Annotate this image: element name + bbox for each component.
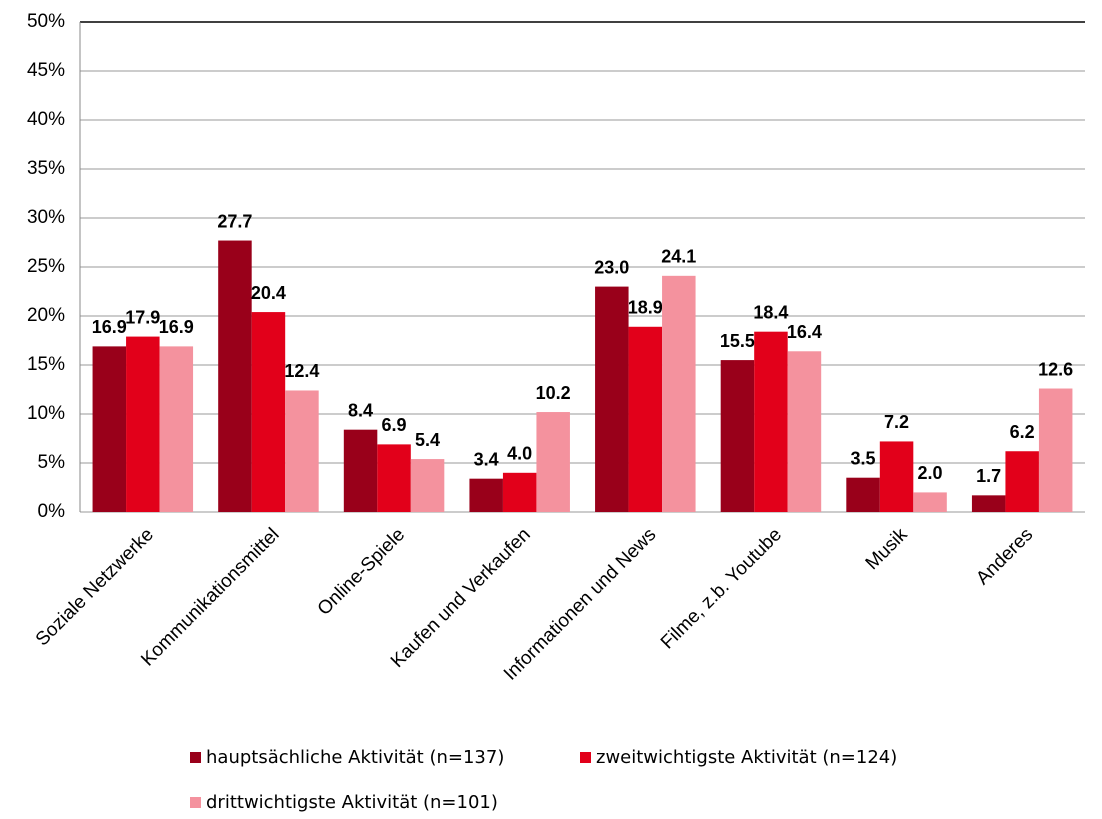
legend-swatch [190,752,201,763]
y-tick-label: 5% [38,452,66,473]
bar [377,444,411,512]
data-label: 1.7 [976,466,1001,486]
x-tick-label: Filme, z.b. Youtube [657,524,786,653]
x-tick-label: Kommunikationsmittel [137,524,283,670]
y-tick-label: 25% [27,256,65,277]
data-label: 5.4 [415,430,440,450]
bar [469,478,503,512]
data-label: 16.9 [92,317,127,337]
data-label: 7.2 [884,412,909,432]
data-label: 18.9 [628,298,663,318]
data-label: 3.4 [474,449,499,469]
y-tick-label: 15% [27,354,65,375]
data-label: 6.9 [382,415,407,435]
bar [285,390,319,512]
data-label: 10.2 [536,383,571,403]
bar [126,336,160,512]
data-label: 3.5 [851,448,876,468]
y-tick-label: 0% [38,501,66,522]
legend-label: zweitwichtigste Aktivität (n=124) [596,747,897,768]
data-label: 6.2 [1010,422,1035,442]
bar [595,286,629,512]
y-tick-label: 35% [27,158,65,179]
legend-swatch [580,752,591,763]
legend-label: drittwichtigste Aktivität (n=101) [206,792,498,813]
x-tick-label: Online-Spiele [314,524,410,620]
bar [343,429,378,512]
bar [628,326,663,512]
bar [720,360,755,512]
bar [787,351,822,512]
data-label: 15.5 [720,331,755,351]
bar [846,477,880,512]
x-tick-label: Soziale Netzwerke [32,524,158,650]
data-label: 16.4 [787,322,822,342]
y-tick-label: 20% [27,305,65,326]
y-tick-label: 45% [27,60,65,81]
bar [502,472,537,512]
data-label: 2.0 [918,463,943,483]
data-label: 12.4 [284,361,319,381]
data-label: 4.0 [507,444,532,464]
bar [218,240,252,513]
data-label: 24.1 [661,247,696,267]
data-label: 8.4 [348,400,373,420]
bar [754,331,788,512]
y-tick-label: 40% [27,109,65,130]
data-label: 18.4 [753,302,788,322]
y-tick-label: 10% [27,403,65,424]
data-label: 16.9 [159,317,194,337]
bar [662,275,696,512]
bar [159,346,194,512]
x-tick-label: Musik [862,524,912,574]
bar [879,441,914,512]
data-label: 12.6 [1038,359,1073,379]
bar [913,492,947,512]
bar [92,346,127,512]
x-tick-label: Anderes [972,524,1037,589]
legend-swatch [190,797,201,808]
bar [1005,451,1039,512]
data-label: 23.0 [594,257,629,277]
bar [536,412,570,512]
y-tick-label: 50% [27,11,65,32]
bar [971,495,1006,512]
bar [410,459,445,512]
y-tick-label: 30% [27,207,65,228]
data-label: 20.4 [251,283,286,303]
bar [251,312,286,512]
legend-label: hauptsächliche Aktivität (n=137) [206,747,504,768]
x-tick-label: Kaufen und Verkaufen [387,524,535,672]
data-label: 17.9 [125,307,160,327]
data-label: 27.7 [217,211,252,231]
bar [1038,388,1073,512]
